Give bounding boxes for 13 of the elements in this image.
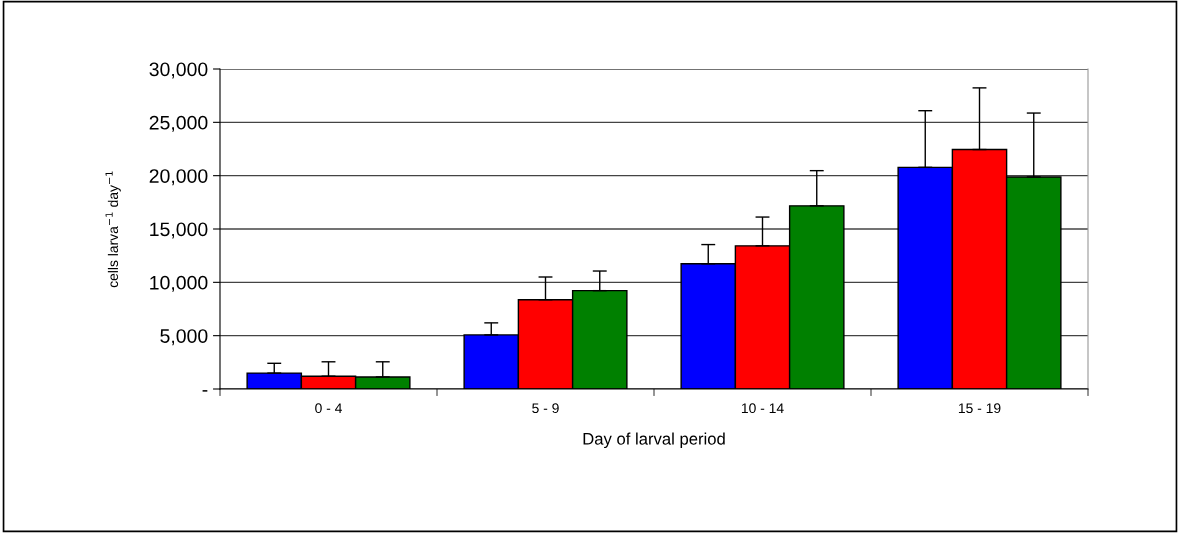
y-tick-label: 20,000 bbox=[149, 169, 208, 186]
y-tick-label: - bbox=[202, 390, 208, 392]
y-tick-label: 30,000 bbox=[149, 62, 208, 79]
y-tick-label: 25,000 bbox=[149, 115, 208, 132]
x-tick-label: 15 - 19 bbox=[958, 403, 1001, 414]
x-tick-label: 5 - 9 bbox=[532, 403, 559, 414]
y-tick-label: 10,000 bbox=[150, 275, 208, 292]
x-tick-label: 10 - 14 bbox=[741, 403, 784, 414]
x-axis-title: Day of larval period bbox=[583, 432, 725, 449]
y-axis-title: cells larva$^{−1}$ day$^{−1}$ bbox=[105, 171, 121, 288]
x-tick-label: 0 - 4 bbox=[315, 403, 342, 414]
y-tick-label: 5,000 bbox=[160, 329, 208, 346]
y-tick-label: 15,000 bbox=[150, 222, 208, 239]
